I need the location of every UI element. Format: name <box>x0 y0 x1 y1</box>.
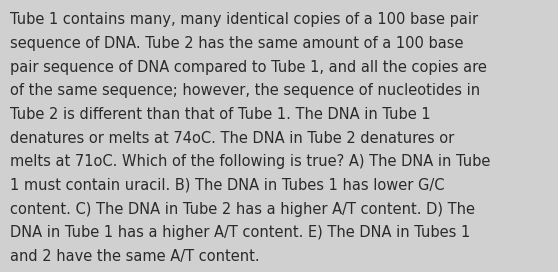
Text: Tube 2 is different than that of Tube 1. The DNA in Tube 1: Tube 2 is different than that of Tube 1.… <box>10 107 431 122</box>
Text: Tube 1 contains many, many identical copies of a 100 base pair: Tube 1 contains many, many identical cop… <box>10 12 478 27</box>
Text: pair sequence of DNA compared to Tube 1, and all the copies are: pair sequence of DNA compared to Tube 1,… <box>10 60 487 75</box>
Text: of the same sequence; however, the sequence of nucleotides in: of the same sequence; however, the seque… <box>10 83 480 98</box>
Text: denatures or melts at 74oC. The DNA in Tube 2 denatures or: denatures or melts at 74oC. The DNA in T… <box>10 131 454 146</box>
Text: and 2 have the same A/T content.: and 2 have the same A/T content. <box>10 249 259 264</box>
Text: content. C) The DNA in Tube 2 has a higher A/T content. D) The: content. C) The DNA in Tube 2 has a high… <box>10 202 475 217</box>
Text: sequence of DNA. Tube 2 has the same amount of a 100 base: sequence of DNA. Tube 2 has the same amo… <box>10 36 464 51</box>
Text: 1 must contain uracil. B) The DNA in Tubes 1 has lower G/C: 1 must contain uracil. B) The DNA in Tub… <box>10 178 445 193</box>
Text: melts at 71oC. Which of the following is true? A) The DNA in Tube: melts at 71oC. Which of the following is… <box>10 154 490 169</box>
Text: DNA in Tube 1 has a higher A/T content. E) The DNA in Tubes 1: DNA in Tube 1 has a higher A/T content. … <box>10 225 470 240</box>
